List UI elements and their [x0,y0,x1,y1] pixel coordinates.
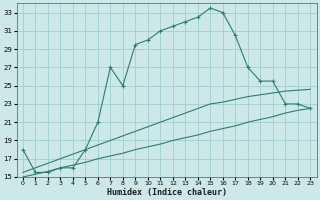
X-axis label: Humidex (Indice chaleur): Humidex (Indice chaleur) [107,188,227,197]
